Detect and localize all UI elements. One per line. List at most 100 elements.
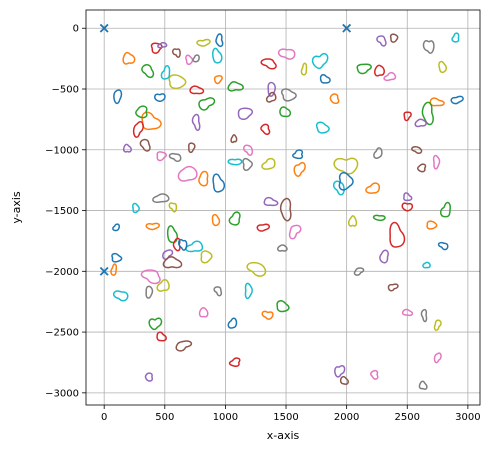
contour-line <box>439 201 451 218</box>
contour-line <box>422 261 431 269</box>
contour-line <box>288 224 302 240</box>
contour-line <box>198 97 216 111</box>
contour-line <box>347 215 358 227</box>
contour-line <box>280 88 297 102</box>
contour-line <box>422 40 435 54</box>
contour-line <box>292 149 304 160</box>
contour-line <box>162 256 183 269</box>
contour-line <box>260 58 277 70</box>
contour-line <box>267 81 276 97</box>
y-axis-label: y-axis <box>10 191 23 224</box>
y-tick-label: −1000 <box>45 145 79 156</box>
x-axis-label: x-axis <box>267 429 300 442</box>
contour-line <box>315 121 330 134</box>
contour-line <box>168 152 182 163</box>
contour-line <box>192 54 200 63</box>
contour-line <box>246 261 267 277</box>
contour-line <box>420 308 428 323</box>
contour-line <box>122 143 132 153</box>
contour-line <box>365 182 381 194</box>
contour-line <box>276 244 288 252</box>
contour-line <box>213 75 223 85</box>
contour-line <box>389 221 406 248</box>
contour-line <box>156 278 170 292</box>
contour-line <box>333 157 359 175</box>
contour-line <box>261 157 276 170</box>
contour-line <box>332 180 345 196</box>
contour-line <box>334 364 346 378</box>
contour-line <box>437 241 449 251</box>
contour-line <box>370 369 379 380</box>
x-tick-label: 2500 <box>395 412 420 423</box>
contour-line <box>237 107 254 121</box>
contour-line <box>227 317 238 329</box>
contour-layer <box>110 32 464 390</box>
contour-line <box>168 202 178 213</box>
x-tick-label: 3000 <box>455 412 480 423</box>
y-tick-label: −500 <box>52 85 79 96</box>
contour-line <box>140 269 161 285</box>
contour-line <box>383 71 397 82</box>
contour-line <box>387 283 399 292</box>
y-tick-label: −3000 <box>45 388 79 399</box>
contour-line <box>160 65 171 80</box>
contour-line <box>156 151 168 162</box>
contour-line <box>122 51 136 65</box>
contour-line <box>426 220 438 230</box>
x-tick-label: 1000 <box>213 412 238 423</box>
contour-line <box>191 113 201 132</box>
contour-line <box>265 91 277 103</box>
contour-line <box>403 192 413 202</box>
contour-line <box>144 372 154 382</box>
contour-line <box>154 93 166 103</box>
contour-line <box>244 282 253 300</box>
y-tick-label: −2500 <box>45 328 79 339</box>
contour-line <box>177 165 198 182</box>
contour-line <box>185 54 194 66</box>
contour-line <box>374 64 385 77</box>
contour-line <box>172 48 181 58</box>
contour-line <box>212 47 223 64</box>
contour-line <box>112 223 121 232</box>
contour-line <box>293 161 306 177</box>
tick-layer: 0 500 1000 1500 2000 2500 3000 0 −500 −1000 −1500 −… <box>45 24 480 423</box>
axes-frame <box>85 9 481 406</box>
contour-line <box>228 211 241 226</box>
x-tick-label: 1500 <box>273 412 298 423</box>
contour-line <box>112 290 129 302</box>
contour-line <box>148 317 163 331</box>
contour-line <box>132 202 140 214</box>
contour-line <box>263 196 279 207</box>
contour-line <box>196 38 211 47</box>
contour-line <box>401 308 414 317</box>
contour-line <box>145 222 161 231</box>
contour-line <box>372 214 386 222</box>
contour-line <box>141 64 155 79</box>
contour-line <box>172 237 181 252</box>
contour-line <box>416 163 427 173</box>
contour-line <box>403 111 412 122</box>
contour-line <box>110 263 118 276</box>
y-tick-label: −2000 <box>45 267 79 278</box>
contour-line <box>178 238 188 251</box>
contour-line <box>339 375 349 385</box>
contour-line <box>379 249 389 264</box>
contour-line <box>356 63 372 75</box>
contour-line <box>433 352 442 364</box>
contour-line <box>227 81 244 92</box>
contour-line <box>373 147 383 159</box>
contour-line <box>329 93 340 105</box>
grid-lines <box>86 10 480 405</box>
x-marker <box>99 266 109 276</box>
contour-line <box>376 35 387 47</box>
contour-line <box>211 213 221 227</box>
marker-layer <box>99 23 352 276</box>
x-marker <box>99 23 109 33</box>
contour-line <box>438 60 447 74</box>
x-marker <box>342 23 352 33</box>
contour-line <box>139 138 151 152</box>
x-tick-label: 500 <box>155 412 174 423</box>
contour-line <box>156 331 167 342</box>
contour-line <box>145 285 154 299</box>
contour-line <box>189 85 205 95</box>
